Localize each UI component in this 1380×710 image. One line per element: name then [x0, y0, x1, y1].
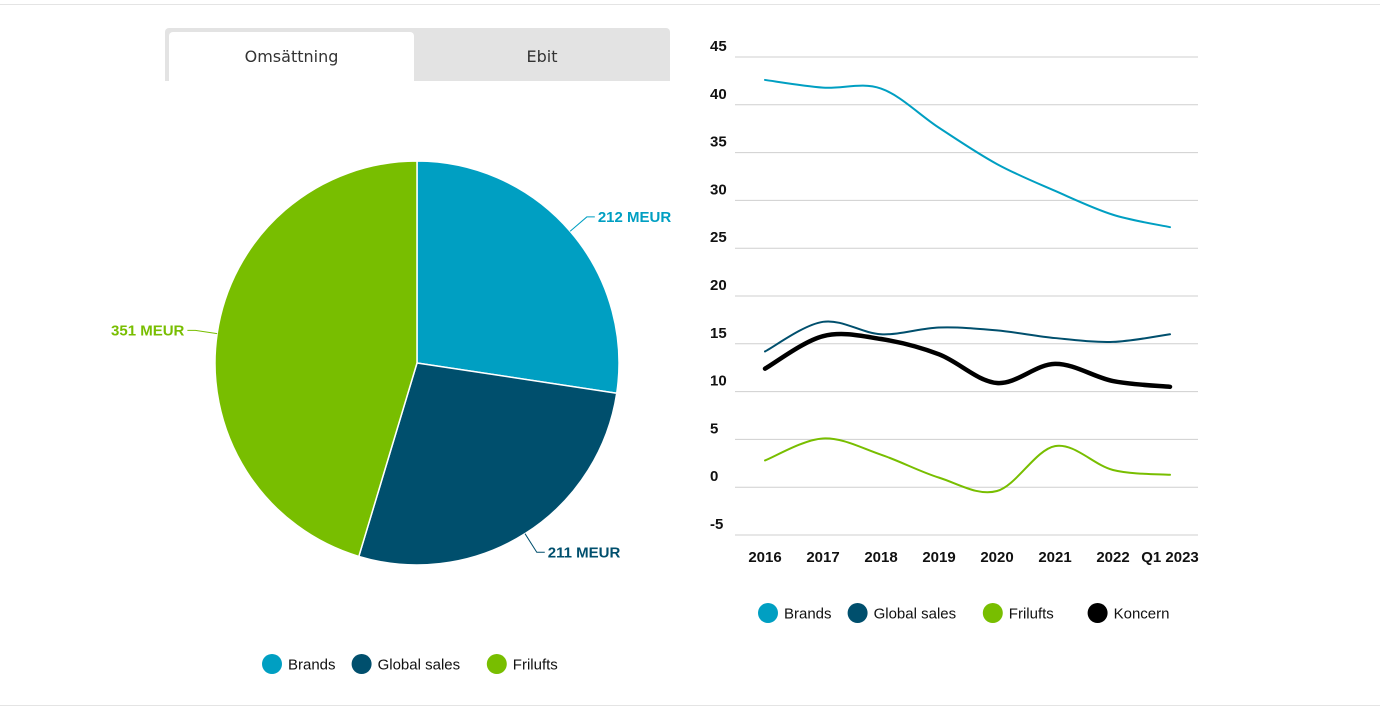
x-tick-label: 2020: [980, 549, 1013, 566]
pie-slice-global-sales[interactable]: [357, 362, 618, 566]
bottom-divider: [0, 705, 1380, 706]
legend-marker-brands: [262, 654, 282, 674]
tab-ebit[interactable]: Ebit: [526, 47, 558, 66]
chart-tabs: Omsättning Ebit: [165, 28, 670, 81]
x-tick-label: 2018: [864, 549, 897, 566]
pie-connector-frilufts: [187, 329, 218, 335]
x-tick-label: Q1 2023: [1141, 549, 1199, 566]
y-tick-label: 40: [710, 86, 727, 103]
x-tick-label: 2021: [1038, 549, 1071, 566]
pie-connector-brands: [569, 216, 595, 232]
legend-marker-brands: [758, 603, 778, 623]
legend-label-global-sales[interactable]: Global sales: [378, 657, 461, 674]
pie-slice-brands[interactable]: [416, 160, 620, 395]
x-tick-label: 2022: [1096, 549, 1129, 566]
legend-marker-frilufts: [982, 603, 1003, 623]
y-tick-label: 5: [710, 420, 718, 437]
x-tick-label: 2019: [922, 549, 955, 566]
pie-legend: Brands Global sales Frilufts: [262, 654, 558, 674]
legend-marker-koncern: [1087, 603, 1108, 623]
y-tick-label: 30: [710, 181, 727, 198]
y-tick-label: 45: [710, 38, 727, 55]
legend-label-koncern[interactable]: Koncern: [1114, 606, 1170, 623]
legend-marker-global-sales: [351, 654, 372, 674]
legend-label-frilufts[interactable]: Frilufts: [513, 657, 558, 674]
pie-label-brands: 212 MEUR: [598, 209, 672, 226]
series-line-global-sales[interactable]: [764, 320, 1171, 353]
line-legend: Brands Global sales Frilufts Koncern: [758, 603, 1169, 623]
series-line-brands[interactable]: [764, 78, 1171, 229]
pie-chart: 212 MEUR 211 MEUR 351 MEUR: [111, 160, 672, 566]
line-chart: 45 40 35 30 25 20 15 10 5 0 -5 2016 2017 2018 2019 2020…: [710, 38, 1199, 566]
legend-label-global-sales[interactable]: Global sales: [874, 606, 957, 623]
top-divider: [0, 4, 1380, 5]
x-tick-label: 2016: [748, 549, 781, 566]
y-tick-label: 35: [710, 134, 727, 151]
y-tick-label: 0: [710, 468, 718, 485]
legend-label-brands[interactable]: Brands: [784, 606, 832, 623]
pie-connector-global-sales: [524, 533, 545, 553]
pie-label-frilufts: 351 MEUR: [111, 322, 185, 339]
y-tick-label: 20: [710, 277, 727, 294]
tab-omsattning[interactable]: Omsättning: [169, 32, 414, 81]
pie-label-global-sales: 211 MEUR: [548, 544, 621, 561]
pie-slice-frilufts[interactable]: [214, 160, 418, 558]
x-tick-label: 2017: [806, 549, 839, 566]
series-line-koncern[interactable]: [762, 331, 1173, 390]
y-tick-label: -5: [710, 516, 723, 533]
legend-label-brands[interactable]: Brands: [288, 657, 336, 674]
legend-marker-global-sales: [847, 603, 868, 623]
legend-label-frilufts[interactable]: Frilufts: [1009, 606, 1054, 623]
series-line-frilufts[interactable]: [764, 437, 1171, 494]
y-tick-label: 15: [710, 325, 727, 342]
y-tick-label: 25: [710, 229, 727, 246]
legend-marker-frilufts: [486, 654, 507, 674]
y-tick-label: 10: [710, 373, 727, 390]
